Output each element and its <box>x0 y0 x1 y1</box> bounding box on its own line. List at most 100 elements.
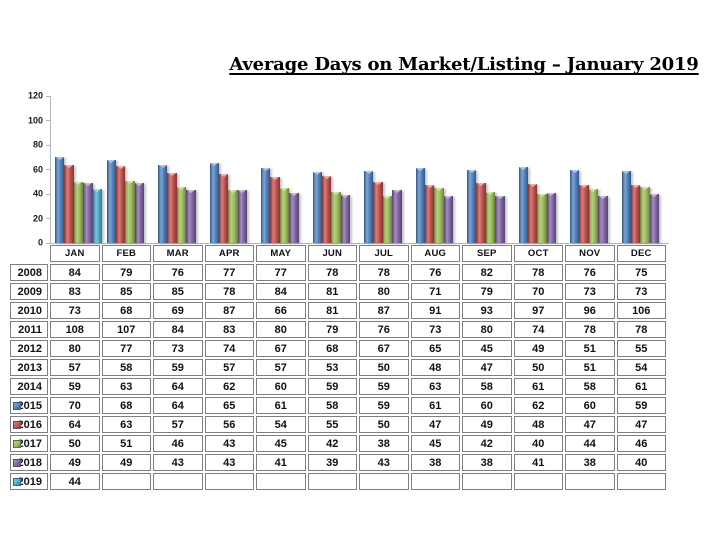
bar-bevel <box>74 181 83 185</box>
cell-2015-jun: 58 <box>307 397 357 414</box>
y-axis-tick <box>46 193 50 195</box>
bar-bevel <box>168 173 177 177</box>
bar-bevel <box>444 196 453 200</box>
cell-2019-feb <box>101 473 151 490</box>
bar-2017-may <box>279 187 290 243</box>
bar-bevel <box>477 182 486 186</box>
cell-2009-aug: 71 <box>410 283 460 300</box>
cell-2018-oct: 41 <box>513 454 563 471</box>
bar-bevel <box>392 190 401 194</box>
cell-2008-jun: 78 <box>307 264 357 281</box>
cell-2017-jul: 38 <box>359 435 409 452</box>
cell-2011-may: 80 <box>256 321 306 338</box>
column-header-jun: JUN <box>307 245 357 262</box>
bar-bevel <box>495 196 504 200</box>
cell-2011-jul: 76 <box>359 321 409 338</box>
column-header-sep: SEP <box>462 245 512 262</box>
bar-2018-may <box>289 192 299 243</box>
cell-2013-may: 57 <box>256 359 306 376</box>
column-header-mar: MAR <box>153 245 203 262</box>
cell-2017-jun: 42 <box>307 435 357 452</box>
table-row-2019: 2019 44 <box>10 473 666 490</box>
cell-2015-feb: 68 <box>101 397 151 414</box>
bar-bevel <box>570 169 579 173</box>
cell-2016-feb: 63 <box>101 416 151 433</box>
row-header-2017: 2017 <box>10 435 48 452</box>
cell-2010-jun: 81 <box>307 302 357 319</box>
cell-2012-nov: 51 <box>565 340 615 357</box>
bar-2017-mar <box>176 186 187 243</box>
bar-2015-feb <box>106 159 116 243</box>
cell-2012-may: 67 <box>256 340 306 357</box>
bar-2017-feb <box>125 180 135 243</box>
cell-2012-jul: 67 <box>359 340 409 357</box>
bar-bevel <box>547 192 556 196</box>
y-axis-label: 120 <box>27 90 43 101</box>
cell-2008-jan: 84 <box>50 264 100 281</box>
cell-2012-sep: 45 <box>462 340 512 357</box>
row-header-2019: 2019 <box>10 473 48 490</box>
cell-2010-apr: 87 <box>204 302 254 319</box>
bar-bevel <box>158 164 167 168</box>
cell-2011-jan: 108 <box>50 321 100 338</box>
cell-2010-may: 66 <box>256 302 306 319</box>
cell-2014-jan: 59 <box>50 378 100 395</box>
bar-2015-jan <box>55 157 65 243</box>
cell-2010-feb: 68 <box>101 302 151 319</box>
cell-2014-oct: 61 <box>513 378 563 395</box>
bar-bevel <box>589 189 598 193</box>
cell-2019-sep <box>462 473 512 490</box>
cell-2008-nov: 76 <box>565 264 615 281</box>
cell-2014-nov: 58 <box>565 378 615 395</box>
cell-2018-dec: 40 <box>616 454 666 471</box>
bar-bevel <box>116 165 125 169</box>
cell-2009-nov: 73 <box>565 283 615 300</box>
row-header-2012: 2012 <box>10 340 48 357</box>
legend-key-2018 <box>13 458 21 467</box>
table-row-2016: 2016 64 63 57 56 54 55 50 47 49 48 47 47 <box>10 416 666 433</box>
y-axis-label: 20 <box>32 213 43 223</box>
cell-2012-jun: 68 <box>307 340 357 357</box>
cell-2017-mar: 46 <box>153 435 203 452</box>
cell-2008-dec: 75 <box>616 264 666 281</box>
bar-2018-dec <box>649 194 660 243</box>
cell-2015-oct: 62 <box>513 397 563 414</box>
cell-2014-aug: 63 <box>410 378 460 395</box>
bar-2016-apr <box>218 174 229 243</box>
bar-bevel <box>364 170 373 174</box>
bar-bevel <box>486 191 495 195</box>
cell-2018-jan: 49 <box>50 454 100 471</box>
cell-2014-feb: 63 <box>101 378 151 395</box>
bar-2016-nov <box>579 185 589 243</box>
cell-2009-may: 84 <box>256 283 306 300</box>
bar-2015-nov <box>570 169 580 243</box>
row-header-2015: 2015 <box>10 397 48 414</box>
cell-2016-aug: 47 <box>410 416 460 433</box>
cell-2017-oct: 40 <box>513 435 563 452</box>
bar-bevel <box>261 168 270 172</box>
chart-title: Average Days on Market/Listing – January… <box>228 54 700 75</box>
cell-2019-oct <box>513 473 563 490</box>
bar-bevel <box>631 185 640 189</box>
table-row-2009: 2009 83 85 85 78 84 81 80 71 79 70 73 73 <box>10 283 666 300</box>
legend-key-2015 <box>13 401 21 410</box>
y-axis-tick <box>46 169 50 170</box>
cell-2009-dec: 73 <box>616 283 666 300</box>
cell-2015-jul: 59 <box>359 397 409 414</box>
cell-2017-sep: 42 <box>462 435 512 452</box>
bar-bevel <box>228 190 237 194</box>
cell-2012-feb: 77 <box>101 340 151 357</box>
bar-2017-aug <box>434 187 444 243</box>
bar-2017-jul <box>382 196 393 243</box>
cell-2019-aug <box>410 473 460 490</box>
cell-2019-apr <box>204 473 254 490</box>
cell-2008-jul: 78 <box>359 264 409 281</box>
table-corner-cell <box>10 245 48 262</box>
column-header-feb: FEB <box>101 245 151 262</box>
cell-2008-feb: 79 <box>101 264 151 281</box>
legend-key-2016 <box>13 420 21 429</box>
cell-2015-apr: 65 <box>204 397 254 414</box>
bar-2017-dec <box>640 186 650 243</box>
cell-2017-dec: 46 <box>616 435 666 452</box>
